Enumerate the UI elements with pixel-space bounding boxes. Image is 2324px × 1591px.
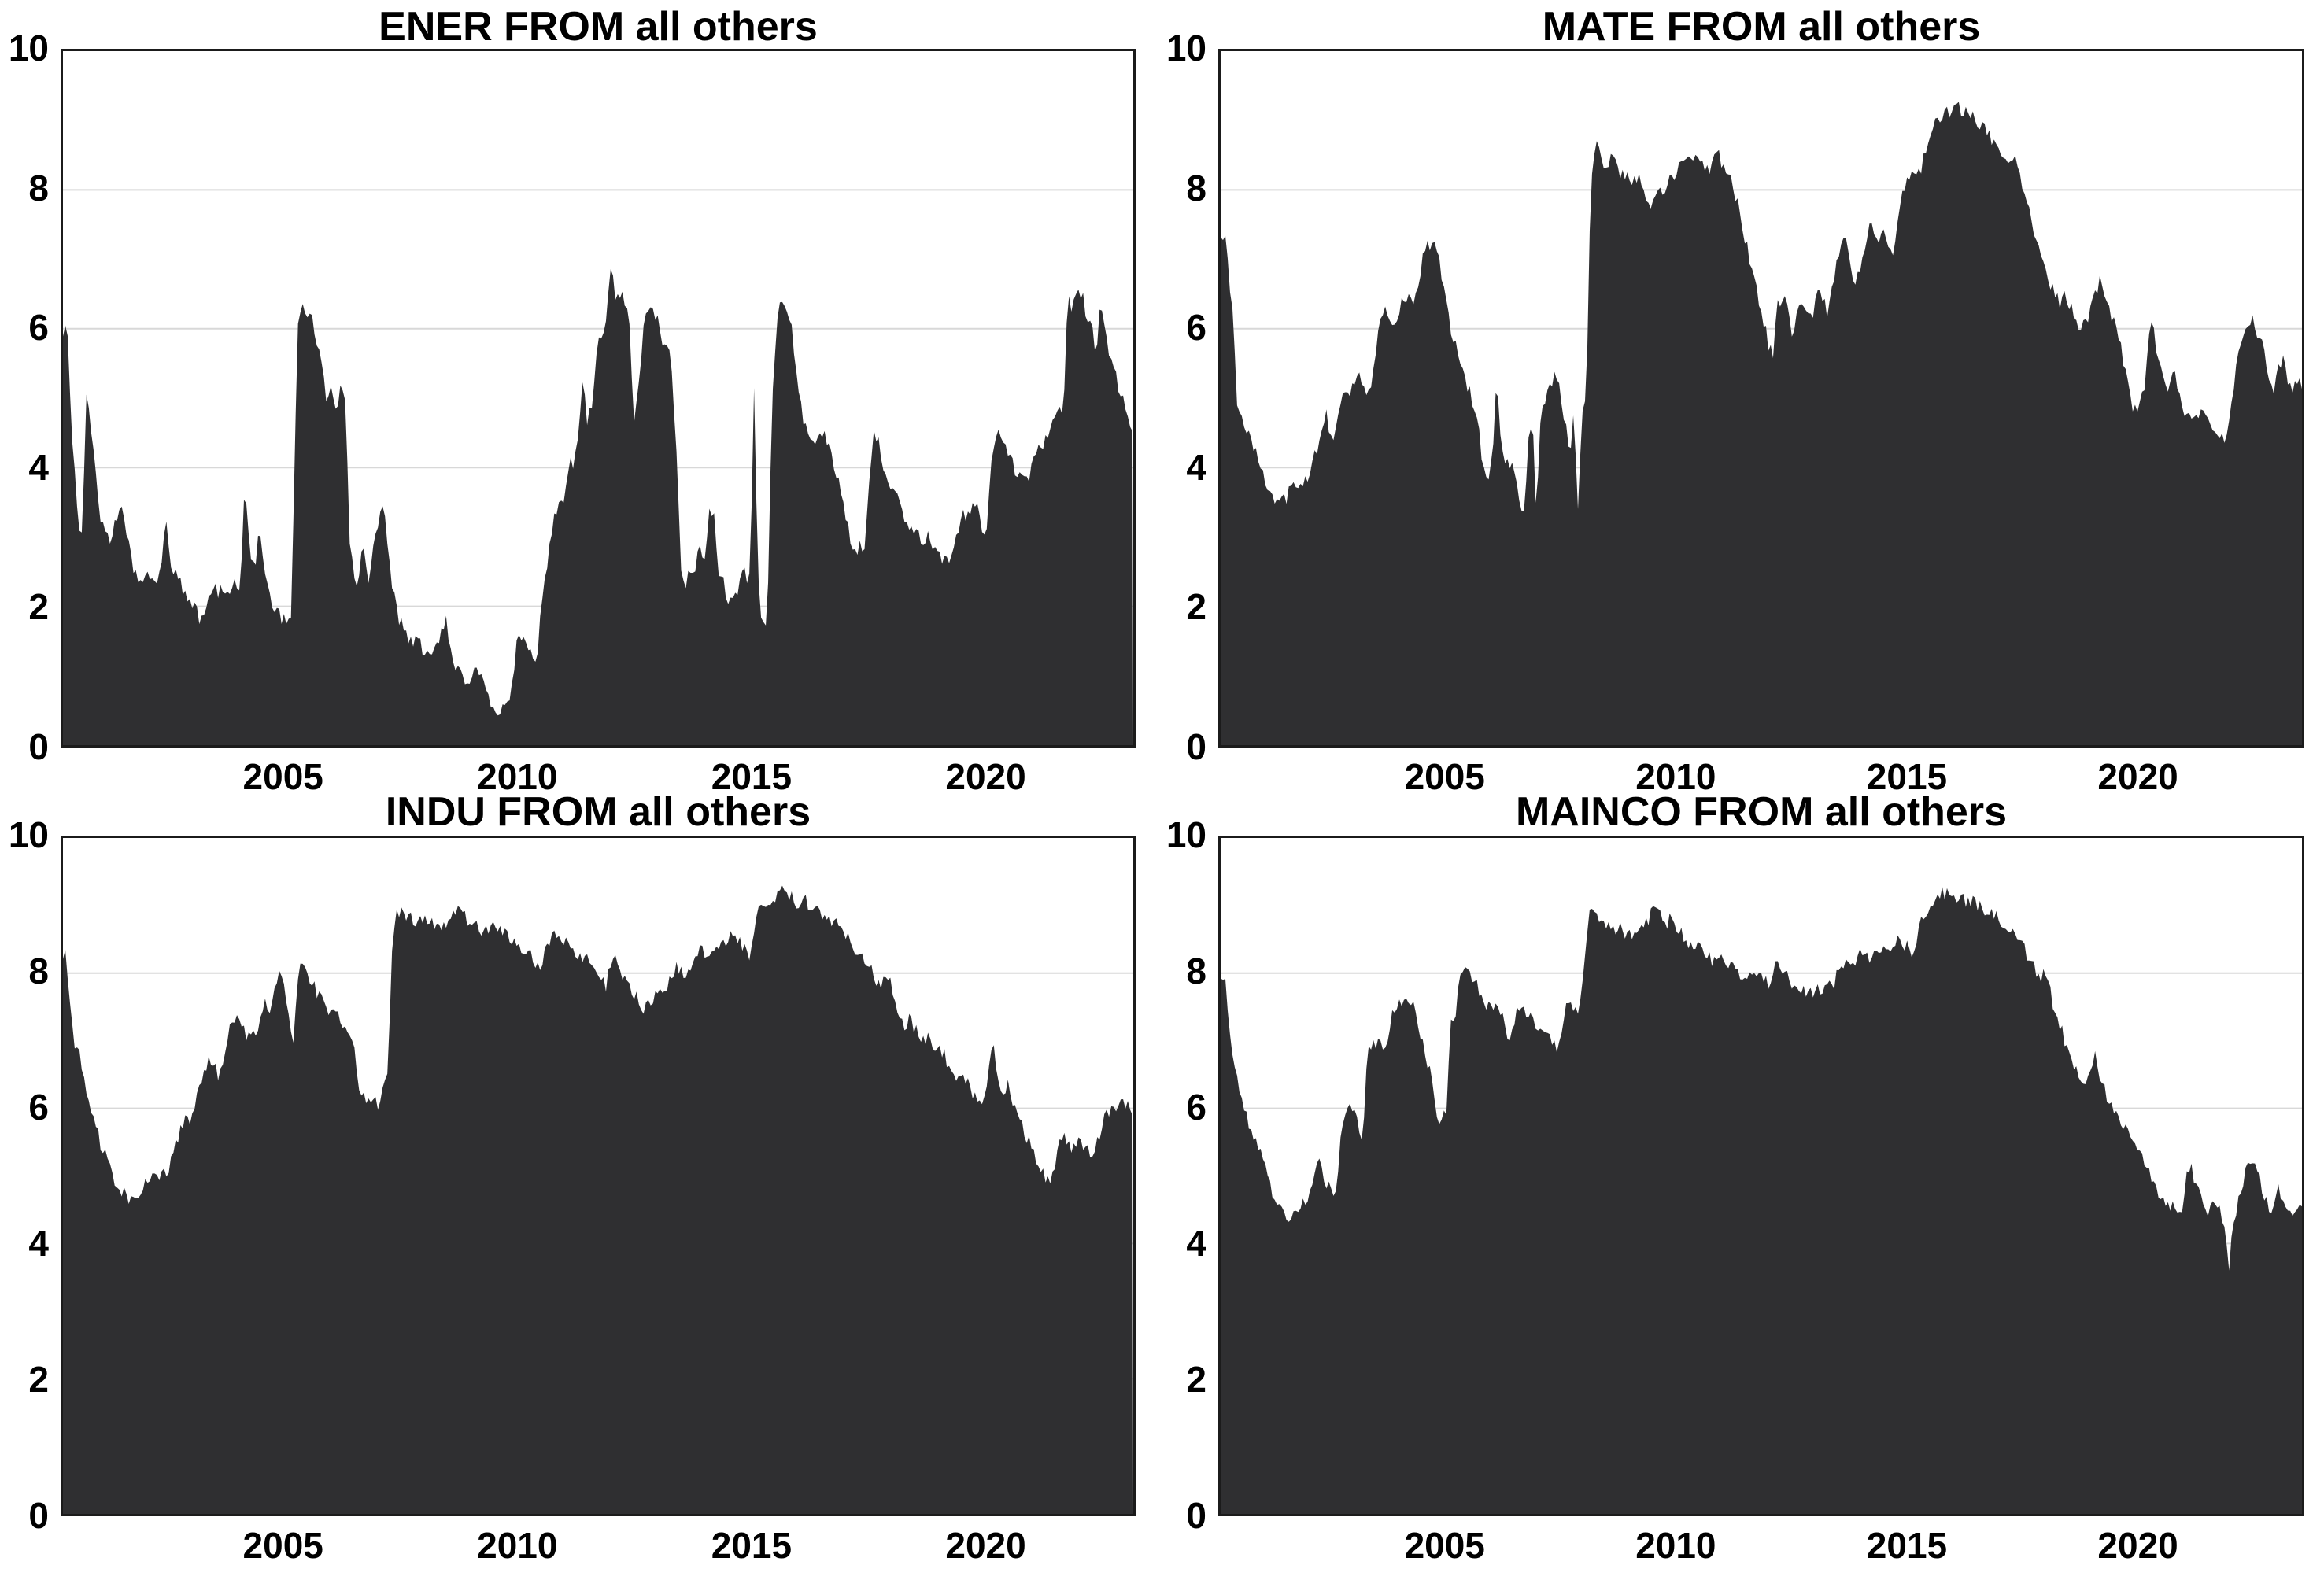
mate-xtick-2010: 2010 [1635,756,1716,797]
ener-chart-canvas [63,189,1133,745]
indu-chart-canvas [63,885,1133,1514]
mate-ytick-0: 0 [1186,726,1206,767]
indu-xtick-2020: 2020 [945,1525,1026,1566]
ener-xtick-2005: 2005 [242,756,323,797]
ener-ytick-4: 4 [28,446,49,488]
mainco-xtick-2005: 2005 [1404,1525,1485,1566]
mainco-xtick-2020: 2020 [2097,1525,2178,1566]
chart-plot-mainco [1218,836,2304,1516]
mate-ytick-4: 4 [1186,446,1206,488]
indu-xtick-2005: 2005 [242,1525,323,1566]
mate-ytick-8: 8 [1186,167,1206,209]
mate-chart-canvas [1221,102,2302,745]
ener-series-area [63,269,1133,745]
mate-xtick-2020: 2020 [2097,756,2178,797]
mainco-ytick-6: 6 [1186,1087,1206,1128]
mainco-series-area [1221,887,2302,1514]
indu-ytick-0: 0 [28,1495,49,1536]
chart-title-mainco: MAINCO FROM all others [1515,789,2008,835]
ener-ytick-10: 10 [8,28,49,68]
chart-title-ener: ENER FROM all others [379,4,818,50]
mate-ytick-10: 10 [1166,28,1206,68]
mainco-ytick-10: 10 [1166,814,1206,855]
mainco-ytick-8: 8 [1186,951,1206,991]
ener-xtick-2020: 2020 [945,756,1026,797]
mainco-ytick-0: 0 [1186,1495,1206,1536]
mate-series-area [1221,102,2302,745]
ener-xtick-2015: 2015 [711,756,793,797]
mainco-chart-canvas [1221,887,2302,1514]
chart-plot-ener [61,49,1136,748]
indu-ytick-2: 2 [28,1359,49,1400]
mainco-xtick-2010: 2010 [1635,1525,1716,1566]
ener-xtick-2010: 2010 [477,756,558,797]
chart-title-indu: INDU FROM all others [385,789,811,835]
mate-xtick-2005: 2005 [1404,756,1485,797]
ener-ytick-2: 2 [28,586,49,628]
chart-title-mate: MATE FROM all others [1542,4,1981,50]
chart-plot-mate [1218,49,2304,748]
ener-ytick-6: 6 [28,307,49,349]
indu-xtick-2015: 2015 [711,1525,793,1566]
mate-ytick-2: 2 [1186,586,1206,628]
ener-ytick-0: 0 [28,726,49,767]
indu-ytick-8: 8 [28,951,49,991]
indu-ytick-10: 10 [8,814,49,855]
indu-series-area [63,885,1133,1514]
indu-xtick-2010: 2010 [477,1525,558,1566]
mainco-ytick-2: 2 [1186,1359,1206,1400]
indu-ytick-4: 4 [28,1223,49,1264]
chart-plot-indu [61,836,1136,1516]
mate-ytick-6: 6 [1186,307,1206,349]
mainco-ytick-4: 4 [1186,1223,1206,1264]
mate-xtick-2015: 2015 [1866,756,1948,797]
indu-ytick-6: 6 [28,1087,49,1128]
ener-ytick-8: 8 [28,167,49,209]
mainco-xtick-2015: 2015 [1866,1525,1948,1566]
